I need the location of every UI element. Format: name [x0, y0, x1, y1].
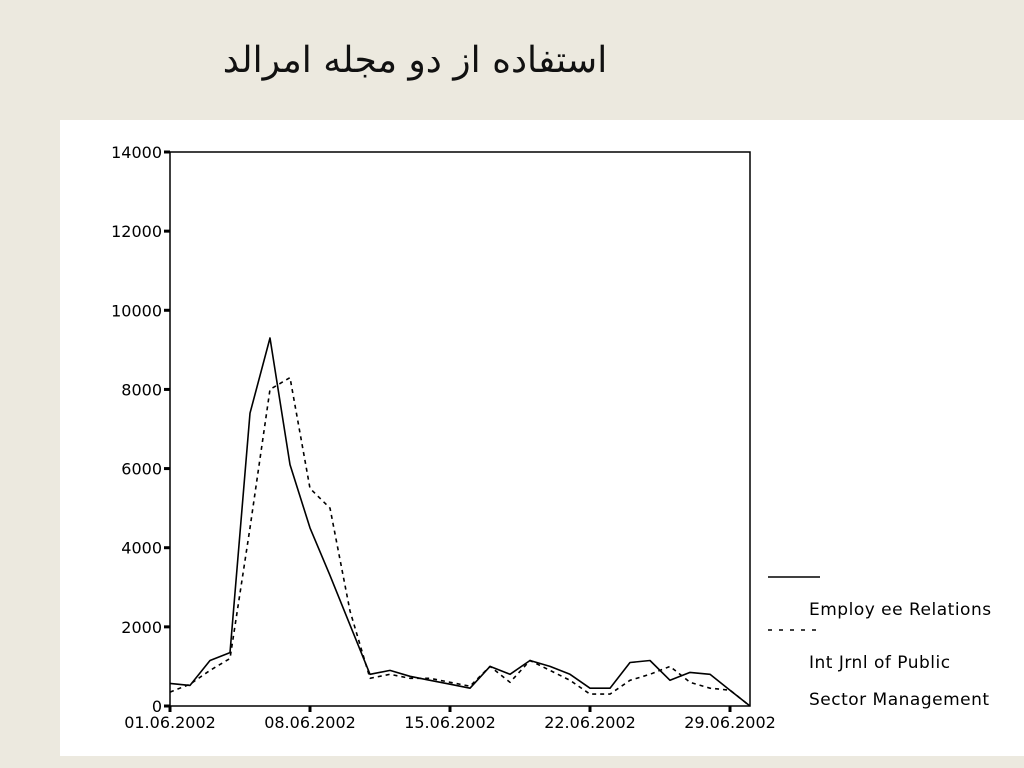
y-tick-label: 0: [152, 697, 162, 716]
x-tick-label: 01.06.2002: [124, 713, 216, 732]
y-tick-label: 14000: [111, 143, 162, 162]
y-tick-label: 12000: [111, 222, 162, 241]
y-tick-label: 8000: [121, 380, 162, 399]
series-line-employee-relations: [169, 337, 751, 707]
chart-panel: 0 2000 4000 6000 8000 10000 12000 14000 01.06.20…: [60, 120, 1024, 756]
slide-title: استفاده از دو مجله امرالد: [222, 40, 608, 81]
x-tick-label: 08.06.2002: [264, 713, 356, 732]
legend-label-int-jrnl-line2: Sector Management: [809, 690, 990, 710]
plot-frame: [169, 151, 751, 707]
line-chart: 0 2000 4000 6000 8000 10000 12000 14000 01.06.20…: [111, 143, 820, 732]
x-tick-label: 22.06.2002: [544, 713, 636, 732]
legend-label-employee-relations: Employ ee Relations: [809, 600, 992, 620]
y-tick-label: 6000: [121, 460, 162, 479]
x-tick-label: 15.06.2002: [404, 713, 496, 732]
y-tick-label: 4000: [121, 539, 162, 558]
x-tick-label: 29.06.2002: [684, 713, 776, 732]
y-tick-label: 10000: [111, 301, 162, 320]
series-line-int-jrnl-public-sector-management: [169, 376, 751, 707]
y-tick-label: 2000: [121, 618, 162, 637]
legend-label-int-jrnl-line1: Int Jrnl of Public: [809, 653, 951, 673]
